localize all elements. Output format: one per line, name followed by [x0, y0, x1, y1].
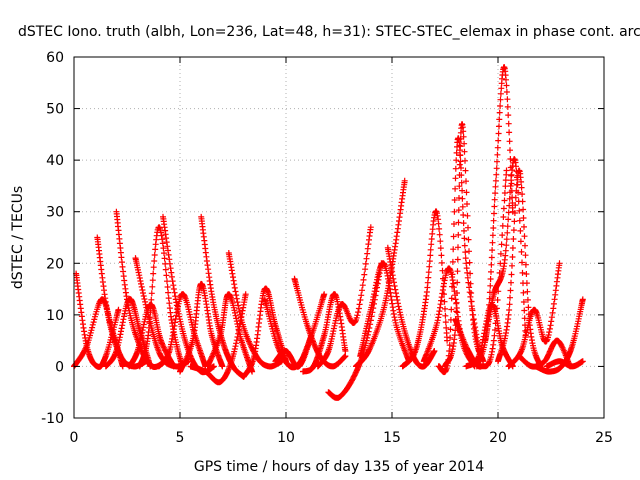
arc-markers [357, 260, 412, 365]
arc-markers [314, 224, 374, 370]
data-arc [272, 291, 328, 370]
data-arc [291, 275, 349, 370]
data-arc [384, 244, 438, 370]
x-tick-label: 0 [70, 430, 79, 446]
data-arc [225, 250, 285, 370]
arc-markers [177, 280, 226, 375]
data-arc [155, 291, 209, 370]
data-series [71, 64, 586, 401]
x-tick-labels: 0 5 10 15 20 25 [70, 430, 613, 446]
x-tick-label: 10 [277, 430, 295, 446]
arc-markers [71, 296, 126, 370]
y-tick-label: 10 [46, 308, 64, 324]
y-tick-label: 60 [46, 50, 64, 66]
chart-title: dSTEC Iono. truth (albh, Lon=236, Lat=48… [18, 24, 640, 40]
arc-markers [543, 358, 586, 370]
data-arc [543, 358, 586, 370]
data-arc [495, 167, 544, 370]
x-axis-label: GPS time / hours of day 135 of year 2014 [194, 459, 484, 475]
arc-markers [204, 291, 256, 375]
y-tick-label: 20 [46, 256, 64, 272]
y-tick-label: -10 [41, 411, 64, 427]
data-arc [177, 280, 226, 375]
data-arc [353, 177, 408, 370]
data-arc [314, 224, 374, 370]
arc-markers [353, 177, 408, 370]
x-tick-label: 15 [383, 430, 401, 446]
data-arc [240, 285, 289, 380]
data-arc [204, 291, 256, 375]
axis-ticks [73, 56, 605, 419]
arc-markers [291, 275, 349, 370]
y-tick-label: 0 [55, 359, 64, 375]
arc-markers [272, 291, 328, 370]
y-tick-label: 50 [46, 102, 64, 118]
arc-markers [495, 167, 544, 370]
x-tick-label: 20 [489, 430, 507, 446]
data-arc [357, 260, 412, 365]
y-tick-label: 30 [46, 205, 64, 221]
y-tick-label: 40 [46, 153, 64, 169]
x-tick-label: 25 [595, 430, 613, 446]
arc-markers [240, 285, 289, 380]
data-arc [71, 296, 126, 370]
x-tick-label: 5 [176, 430, 185, 446]
arc-markers [300, 291, 349, 375]
arc-markers [155, 291, 209, 370]
arc-markers [384, 244, 438, 370]
y-axis-label: dSTEC / TECUs [10, 186, 26, 289]
plot-frame [73, 56, 605, 419]
arc-markers [225, 250, 285, 370]
y-tick-labels: -10 0 10 20 30 40 50 60 [41, 50, 64, 427]
data-arc [300, 291, 349, 375]
